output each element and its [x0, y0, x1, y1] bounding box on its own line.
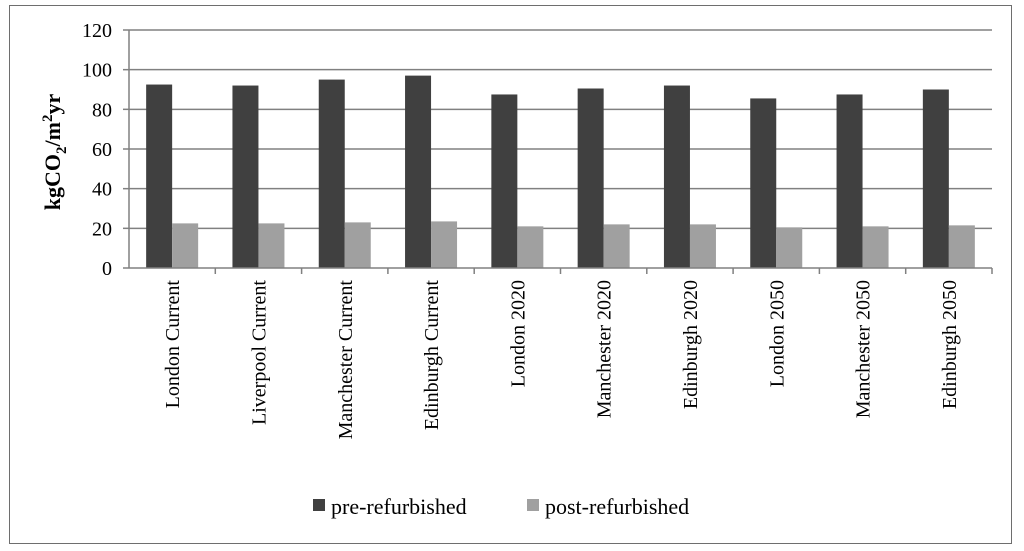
bar-pre-refurbished: [577, 88, 604, 268]
x-category-label: Liverpool Current: [248, 280, 270, 425]
bar-pre-refurbished: [232, 85, 259, 269]
bar-post-refurbished: [776, 227, 803, 268]
bar-pre-refurbished: [922, 89, 949, 268]
x-category-label: Manchester Current: [335, 280, 357, 440]
x-category-label: London 2050: [766, 280, 788, 387]
bar-pre-refurbished: [836, 94, 863, 268]
bar-pre-refurbished: [663, 85, 690, 269]
bar-post-refurbished: [172, 223, 199, 268]
x-category-label: Edinburgh Current: [421, 280, 443, 431]
y-tick-label: 80: [92, 99, 112, 121]
y-tick-label: 0: [102, 258, 112, 280]
x-category-label: London Current: [162, 280, 184, 409]
x-category-label: Edinburgh 2020: [680, 280, 702, 409]
bar-pre-refurbished: [318, 79, 345, 268]
bar-post-refurbished: [431, 221, 458, 268]
bar-post-refurbished: [517, 226, 544, 268]
x-category-label: Manchester 2050: [853, 280, 875, 418]
y-tick-label: 40: [92, 179, 112, 201]
x-category-label: Edinburgh 2050: [939, 280, 961, 409]
y-tick-label: 120: [82, 20, 112, 42]
legend: pre-refurbished post-refurbished: [313, 494, 689, 519]
y-tick-labels: 0 20 40 60 80 100 120: [82, 20, 112, 280]
y-tick-label: 20: [92, 218, 112, 240]
bar-pre-refurbished: [146, 84, 173, 269]
bar-pre-refurbished: [405, 75, 432, 268]
legend-swatch: [527, 499, 539, 511]
legend-label: post-refurbished: [545, 494, 689, 519]
y-tick-label: 60: [92, 139, 112, 161]
legend-label: pre-refurbished: [331, 494, 467, 519]
bar-post-refurbished: [603, 224, 630, 268]
x-category-label: Manchester 2020: [594, 280, 616, 418]
legend-swatch: [313, 499, 325, 511]
bar-post-refurbished: [258, 223, 285, 268]
bar-pre-refurbished: [491, 94, 518, 268]
y-axis-label: kgCO2/m2yr: [40, 94, 70, 211]
bar-post-refurbished: [689, 224, 716, 268]
bar-pre-refurbished: [750, 98, 777, 268]
x-category-label: London 2020: [507, 280, 529, 387]
bars: [146, 75, 975, 269]
bar-post-refurbished: [948, 225, 975, 268]
y-tick-label: 100: [82, 60, 112, 82]
bar-post-refurbished: [862, 226, 889, 268]
axes: [128, 30, 993, 274]
bar-post-refurbished: [344, 222, 371, 268]
x-category-labels: London Current Liverpool Current Mancheste…: [162, 280, 961, 440]
